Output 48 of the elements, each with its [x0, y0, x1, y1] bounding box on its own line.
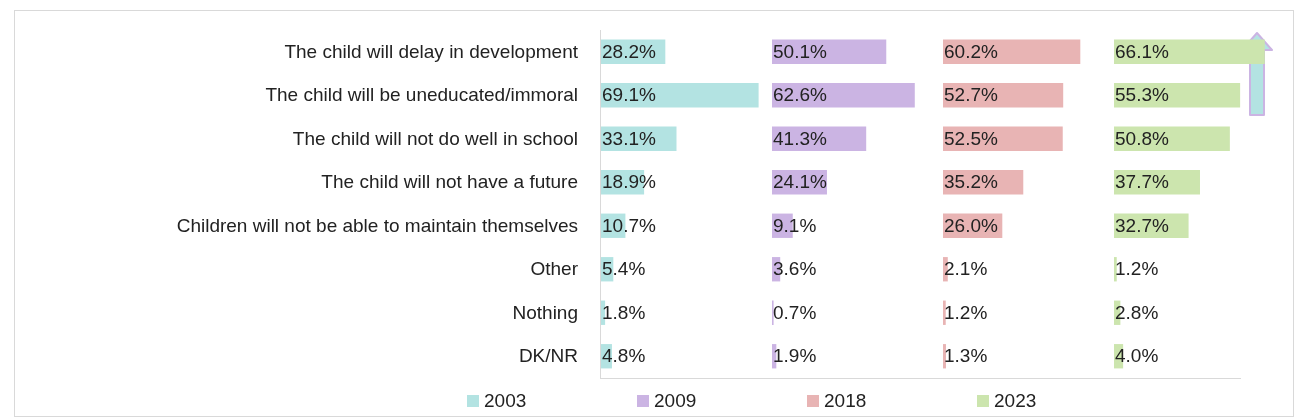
data-label: 0.7%	[773, 301, 817, 323]
y-tick-label: Other	[530, 258, 578, 281]
data-label: 69.1%	[602, 84, 656, 106]
data-label: 52.5%	[944, 127, 998, 149]
y-tick-label: DK/NR	[518, 345, 578, 368]
legend-label: 2023	[994, 390, 1037, 412]
data-label: 10.7%	[602, 214, 656, 236]
legend-label: 2018	[824, 390, 867, 412]
data-label: 32.7%	[1115, 214, 1169, 236]
bar	[943, 344, 946, 369]
data-label: 26.0%	[944, 214, 998, 236]
data-label: 1.8%	[602, 301, 646, 323]
y-tick-label: The child will delay in development	[284, 40, 578, 63]
y-tick-label: Children will not be able to maintain themselves	[176, 214, 578, 237]
data-label: 4.8%	[602, 345, 646, 367]
data-label: 62.6%	[773, 84, 827, 106]
legend-label: 2003	[484, 390, 527, 412]
data-label: 5.4%	[602, 258, 646, 280]
data-label: 60.2%	[944, 40, 998, 62]
data-label: 1.2%	[1115, 258, 1159, 280]
legend-label: 2009	[654, 390, 697, 412]
data-label: 1.3%	[944, 345, 988, 367]
y-tick-label: The child will not have a future	[321, 171, 578, 194]
data-label: 50.1%	[773, 40, 827, 62]
data-label: 28.2%	[602, 40, 656, 62]
bar	[601, 83, 759, 108]
data-label: 41.3%	[773, 127, 827, 149]
data-label: 66.1%	[1115, 40, 1169, 62]
data-label: 50.8%	[1115, 127, 1169, 149]
data-label: 37.7%	[1115, 171, 1169, 193]
data-label: 55.3%	[1115, 84, 1169, 106]
data-label: 4.0%	[1115, 345, 1159, 367]
data-label: 2.1%	[944, 258, 988, 280]
data-label: 1.2%	[944, 301, 988, 323]
data-label: 52.7%	[944, 84, 998, 106]
y-tick-label: The child will be uneducated/immoral	[265, 84, 578, 107]
data-label: 24.1%	[773, 171, 827, 193]
y-tick-label: The child will not do well in school	[292, 127, 578, 150]
data-label: 33.1%	[602, 127, 656, 149]
bar	[1114, 257, 1117, 282]
data-label: 3.6%	[773, 258, 817, 280]
data-label: 35.2%	[944, 171, 998, 193]
data-label: 1.9%	[773, 345, 817, 367]
data-label: 18.9%	[602, 171, 656, 193]
data-label: 2.8%	[1115, 301, 1159, 323]
bar	[943, 300, 946, 325]
y-tick-label: Nothing	[512, 301, 578, 324]
data-label: 9.1%	[773, 214, 817, 236]
